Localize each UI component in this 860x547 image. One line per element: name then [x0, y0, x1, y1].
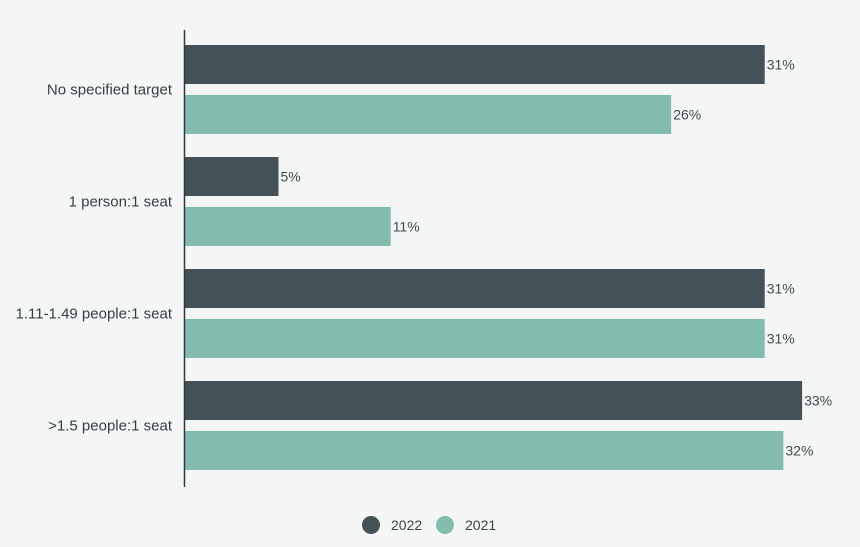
data-label: 5% [281, 169, 301, 185]
data-label: 11% [393, 219, 420, 235]
data-label: 31% [767, 57, 795, 73]
legend-label: 2021 [465, 517, 496, 533]
legend-label: 2022 [391, 517, 422, 533]
bar-2021 [185, 431, 784, 470]
bar-2022 [185, 269, 765, 308]
legend-swatch-2021 [436, 516, 454, 534]
data-labels: 31% 26% 5% 11% 31% 31% 33% 32% [281, 57, 833, 459]
bar-2021 [185, 319, 765, 358]
data-label: 31% [767, 331, 795, 347]
legend: 2022 2021 [362, 516, 496, 534]
legend-swatch-2022 [362, 516, 380, 534]
data-label: 31% [767, 281, 795, 297]
bar-2022 [185, 45, 765, 84]
bar-2022 [185, 381, 803, 420]
category-label: 1 person:1 seat [69, 194, 173, 211]
data-label: 26% [673, 107, 701, 123]
bars-group [185, 45, 803, 470]
data-label: 33% [804, 393, 832, 409]
bar-2021 [185, 207, 391, 246]
bar-2022 [185, 157, 279, 196]
data-label: 32% [785, 443, 813, 459]
bar-2021 [185, 95, 672, 134]
category-labels: No specified target 1 person:1 seat 1.11-1… [15, 82, 172, 435]
category-label: >1.5 people:1 seat [48, 418, 173, 435]
category-label: 1.11-1.49 people:1 seat [15, 306, 172, 323]
category-label: No specified target [47, 82, 173, 99]
